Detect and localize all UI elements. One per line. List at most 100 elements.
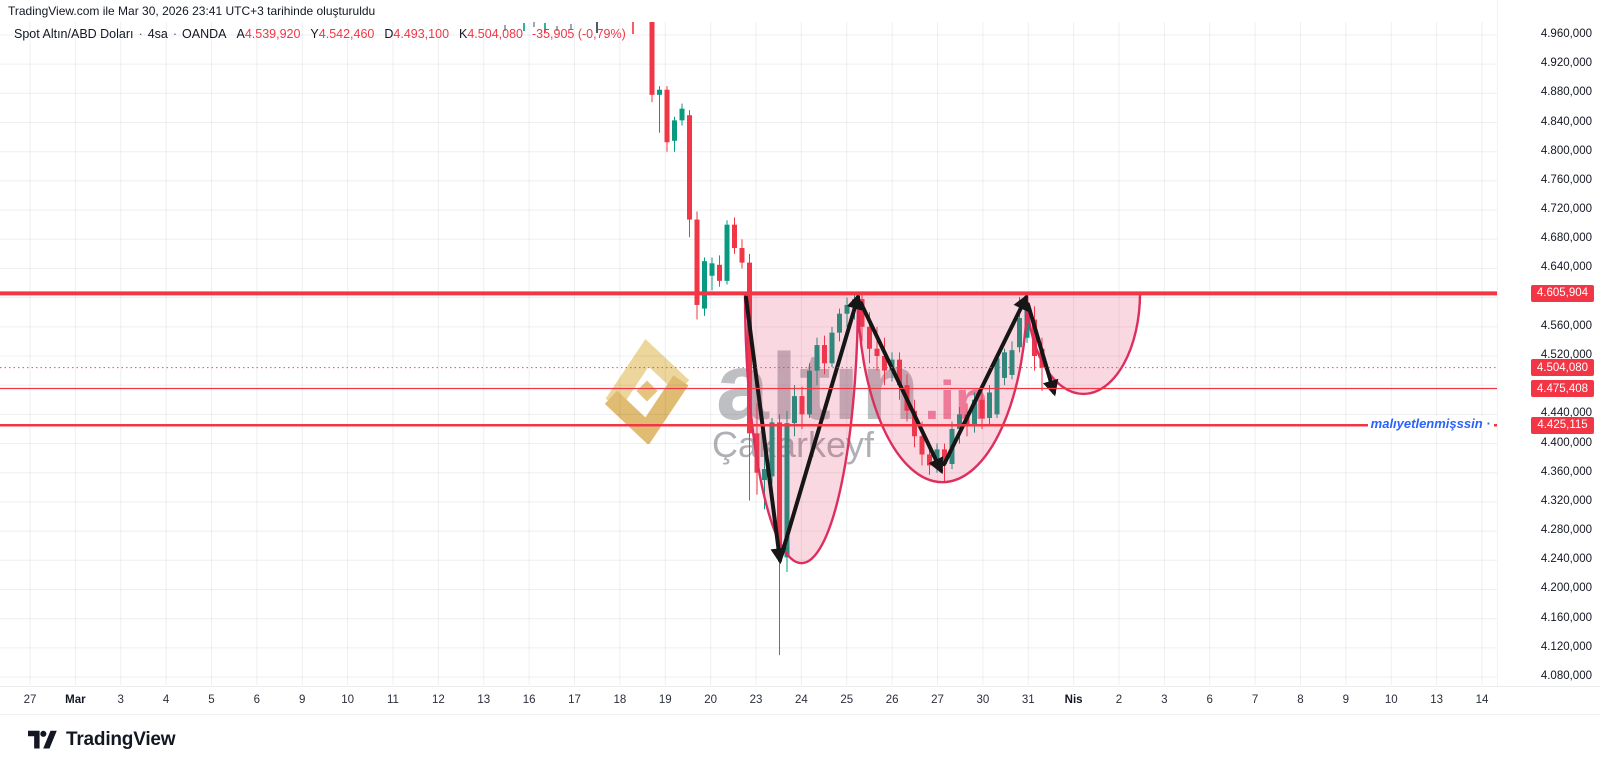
price-tick: 4.800,000 bbox=[1540, 144, 1592, 157]
time-tick: 9 bbox=[1342, 694, 1350, 706]
legend-high: Y4.542,460 bbox=[310, 27, 375, 41]
time-tick: 12 bbox=[431, 694, 445, 706]
price-tick: 4.240,000 bbox=[1540, 553, 1592, 566]
time-tick: 25 bbox=[840, 694, 854, 706]
time-tick: 11 bbox=[387, 694, 399, 706]
candle-body bbox=[942, 449, 947, 464]
candle-body bbox=[1032, 319, 1037, 356]
candle-body bbox=[1002, 352, 1007, 378]
price-tick: 4.440,000 bbox=[1540, 407, 1592, 420]
price-level-label[interactable]: 4.475,408 bbox=[1531, 380, 1594, 398]
candle-body bbox=[814, 345, 820, 371]
legend-close: K4.504,080 bbox=[459, 27, 523, 41]
price-tick: 4.680,000 bbox=[1540, 232, 1592, 245]
cost-note[interactable]: malıyetlenmişssin · bbox=[1367, 416, 1494, 432]
legend-low: D4.493,100 bbox=[384, 27, 450, 41]
price-axis[interactable]: 4.960,000 4.920,000 4.880,000 4.840,000 4.80… bbox=[1497, 0, 1600, 686]
price-tick: 4.360,000 bbox=[1540, 465, 1592, 478]
legend-change: -35,905 (-0,79%) bbox=[531, 27, 626, 41]
time-tick: 7 bbox=[1251, 694, 1259, 706]
price-tick: 4.560,000 bbox=[1540, 319, 1592, 332]
candle-body bbox=[702, 261, 707, 309]
candle-body bbox=[957, 414, 962, 429]
time-tick: 31 bbox=[1021, 694, 1035, 706]
legend-exchange: OANDA bbox=[182, 27, 227, 41]
candle-body bbox=[747, 262, 752, 434]
candle-body bbox=[672, 120, 677, 141]
tradingview-logo[interactable]: TradingView bbox=[28, 729, 176, 751]
time-tick: Nis bbox=[1064, 694, 1083, 706]
candle-body bbox=[777, 422, 782, 558]
time-tick: 16 bbox=[522, 694, 536, 706]
candle-body bbox=[649, 22, 655, 95]
legend-interval: 4sa bbox=[147, 27, 168, 41]
symbol-legend[interactable]: Spot Altın/ABD Doları · 4sa · OANDA A4.5… bbox=[14, 27, 626, 41]
time-tick: 24 bbox=[794, 694, 808, 706]
trend-arrow bbox=[859, 301, 944, 475]
candle-body bbox=[972, 399, 977, 426]
price-tick: 4.400,000 bbox=[1540, 436, 1592, 449]
time-tick: 27 bbox=[23, 694, 37, 706]
legend-open: A4.539,920 bbox=[236, 27, 301, 41]
time-tick: 20 bbox=[704, 694, 718, 706]
candle-body bbox=[912, 410, 917, 437]
candle-body bbox=[829, 332, 835, 364]
time-tick: 3 bbox=[1161, 694, 1168, 706]
candle-body bbox=[732, 224, 737, 249]
price-tick: 4.160,000 bbox=[1540, 611, 1592, 624]
price-tick: 4.280,000 bbox=[1540, 524, 1592, 537]
time-tick: 19 bbox=[658, 694, 672, 706]
price-tick: 4.920,000 bbox=[1540, 57, 1592, 70]
legend-separator: · bbox=[138, 27, 143, 41]
gold-diamond-logo-icon bbox=[604, 338, 690, 444]
cost-note-text: malıyetlenmişssin bbox=[1370, 416, 1483, 432]
candle-body bbox=[717, 264, 722, 281]
time-tick: 5 bbox=[208, 694, 215, 706]
candle-body bbox=[994, 358, 1000, 415]
candle-body bbox=[664, 89, 670, 143]
time-tick: Mar bbox=[65, 694, 86, 706]
attribution-text: TradingView.com ile Mar 30, 2026 23:41 U… bbox=[8, 4, 376, 18]
candle-body bbox=[837, 313, 842, 333]
price-tick: 4.960,000 bbox=[1540, 28, 1592, 40]
price-level-label[interactable]: 4.425,115 bbox=[1531, 416, 1594, 434]
cost-note-bullet: · bbox=[1486, 416, 1491, 432]
candle-body bbox=[762, 469, 767, 481]
price-level-label[interactable]: 4.504,080 bbox=[1531, 359, 1594, 377]
price-tick: 4.320,000 bbox=[1540, 494, 1592, 507]
candle-body bbox=[979, 399, 985, 419]
candle-body bbox=[897, 359, 902, 386]
time-tick: 10 bbox=[341, 694, 355, 706]
candle-body bbox=[882, 356, 887, 371]
price-tick: 4.720,000 bbox=[1540, 203, 1592, 216]
time-tick: 3 bbox=[117, 694, 124, 706]
time-tick: 27 bbox=[931, 694, 944, 706]
legend-symbol: Spot Altın/ABD Doları bbox=[14, 27, 134, 41]
candle-body bbox=[987, 392, 992, 419]
price-tick: 4.080,000 bbox=[1540, 670, 1592, 682]
candle-body bbox=[784, 423, 790, 558]
time-tick: 26 bbox=[885, 694, 899, 706]
time-tick: 4 bbox=[162, 694, 170, 706]
candle-body bbox=[657, 89, 662, 95]
time-axis[interactable]: 27 Mar 3 4 5 6 9 10 11 12 13 16 17 18 19 20 23 24 25 26 27 30… bbox=[0, 686, 1600, 715]
price-tick: 4.120,000 bbox=[1540, 640, 1592, 653]
time-tick: 23 bbox=[749, 694, 763, 706]
trend-arrow bbox=[942, 294, 1028, 467]
tradingview-logo-icon bbox=[28, 730, 57, 749]
price-tick: 4.200,000 bbox=[1540, 582, 1592, 595]
time-tick: 10 bbox=[1384, 694, 1398, 706]
price-level-label[interactable]: 4.605,904 bbox=[1531, 284, 1594, 302]
time-tick: 2 bbox=[1115, 694, 1123, 706]
candle-body bbox=[1017, 318, 1022, 348]
candle-body bbox=[694, 219, 700, 305]
time-tick: 9 bbox=[299, 694, 306, 706]
time-tick: 6 bbox=[1206, 694, 1213, 706]
plot-area bbox=[504, 22, 1142, 656]
time-tick: 8 bbox=[1297, 694, 1304, 706]
time-tick: 30 bbox=[976, 694, 990, 706]
price-tick: 4.520,000 bbox=[1540, 349, 1592, 361]
candle-body bbox=[769, 422, 775, 477]
